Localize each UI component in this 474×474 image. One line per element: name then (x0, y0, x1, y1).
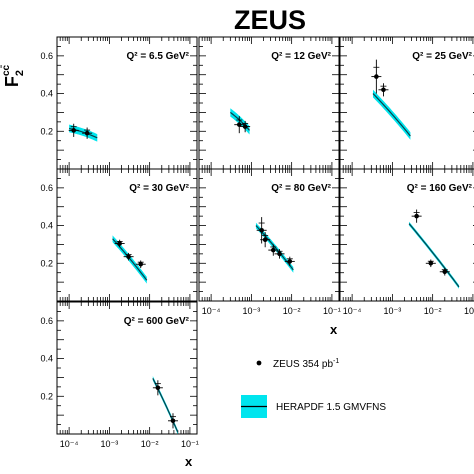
q2-label: Q² = 30 GeV² (129, 183, 189, 194)
data-point (84, 130, 90, 136)
theory-central-line (112, 238, 148, 281)
data-point (117, 241, 122, 246)
data-point (170, 418, 176, 424)
data-point (236, 122, 242, 127)
data-point (428, 260, 434, 266)
q2-label: Q² = 600 GeV² (124, 316, 190, 327)
data-point (262, 237, 268, 243)
x-tick-label: 10⁻³ (243, 306, 261, 316)
svg-text:F2cc̄: F2cc̄ (0, 64, 26, 87)
q2-label: Q² = 80 GeV² (271, 183, 331, 194)
y-tick-label: 0.2 (40, 258, 53, 268)
x-tick-label: 10⁻² (141, 439, 159, 449)
theory-band (372, 89, 411, 140)
q2-label: Q² = 160 GeV² (407, 183, 473, 194)
x-tick-label: 10⁻² (424, 306, 442, 316)
y-tick-label: 0.6 (40, 51, 53, 61)
legend-data-label: ZEUS 354 pb-1 (273, 358, 339, 370)
legend-band-label: HERAPDF 1.5 GMVFNS (276, 402, 386, 413)
x-tick-label: 10⁻¹ (323, 306, 341, 316)
legend-data-superscript: -1 (333, 358, 339, 365)
legend: ZEUS 354 pb-1 HERAPDF 1.5 GMVFNS (241, 358, 386, 418)
theory-central-line (372, 93, 411, 137)
y-axis-label: F2cc̄ (0, 64, 26, 87)
y-tick-label: 0.6 (40, 183, 53, 193)
panel-3: Q² = 25 GeV² (339, 36, 474, 170)
data-point (259, 227, 264, 233)
x-tick-label: 10⁻⁴ (343, 306, 362, 316)
q2-label: Q² = 25 GeV² (412, 51, 472, 62)
data-point (381, 87, 386, 93)
panel-1: 0.2 0.4 0.6 Q² = 6.5 GeV² (40, 36, 198, 170)
y-tick-label: 0.2 (40, 126, 53, 136)
data-point (277, 251, 282, 257)
data-point (126, 254, 131, 259)
y-tick-label: 0.2 (40, 391, 53, 401)
q2-label: Q² = 6.5 GeV² (126, 51, 189, 62)
panel-6: 10⁻⁴ 10⁻³ 10⁻² 10⁻¹ Q² = 160 GeV² (339, 168, 474, 316)
x-tick-label: 10⁻³ (384, 306, 402, 316)
y-axis-label-sup: cc̄ (0, 64, 12, 76)
theory-central-line (408, 223, 460, 288)
data-point (71, 128, 77, 133)
x-tick-label: 10⁻¹ (181, 439, 199, 449)
data-point (270, 247, 276, 253)
y-axis-label-sub: 2 (14, 70, 26, 76)
q2-label: Q² = 12 GeV² (271, 51, 331, 62)
panel-5: 10⁻⁴ 10⁻³ 10⁻² 10⁻¹ Q² = 80 GeV² (198, 168, 341, 316)
x-tick-label: 10⁻² (283, 306, 301, 316)
x-axis-label-row2: x (330, 322, 338, 337)
y-axis-label-main: F (2, 76, 22, 87)
panel-4: 0.2 0.4 0.6 Q² = 30 GeV² (40, 168, 198, 302)
panel-2: Q² = 12 GeV² (198, 36, 340, 170)
x-tick-label: 10⁻⁴ (60, 439, 79, 449)
data-point (155, 385, 161, 391)
data-point (242, 124, 248, 129)
data-point (287, 259, 293, 264)
y-tick-label: 0.6 (40, 316, 53, 326)
y-tick-label: 0.4 (40, 354, 53, 364)
theory-band (230, 108, 250, 135)
panels: 0.2 0.4 0.6 Q² = 6.5 GeV² Q² = 12 GeV² Q² = 2… (40, 36, 474, 449)
legend-data-text: ZEUS 354 pb (273, 359, 333, 370)
y-tick-label: 0.4 (40, 221, 53, 231)
data-point (442, 269, 448, 275)
x-tick-label: 10⁻³ (101, 439, 119, 449)
legend-data-marker (256, 360, 262, 366)
x-axis-label-row3: x (185, 454, 193, 469)
x-tick-label: 10⁻⁴ (202, 306, 221, 316)
x-tick-label: 10⁻¹ (464, 306, 474, 316)
data-point (414, 213, 419, 219)
data-point (374, 74, 379, 79)
figure-title: ZEUS (234, 5, 306, 35)
data-point (138, 261, 144, 267)
y-tick-label: 0.4 (40, 89, 53, 99)
panel-7: 0.2 0.4 0.6 10⁻⁴ 10⁻³ 10⁻² 10⁻¹ Q² = 600 GeV² (40, 301, 199, 449)
